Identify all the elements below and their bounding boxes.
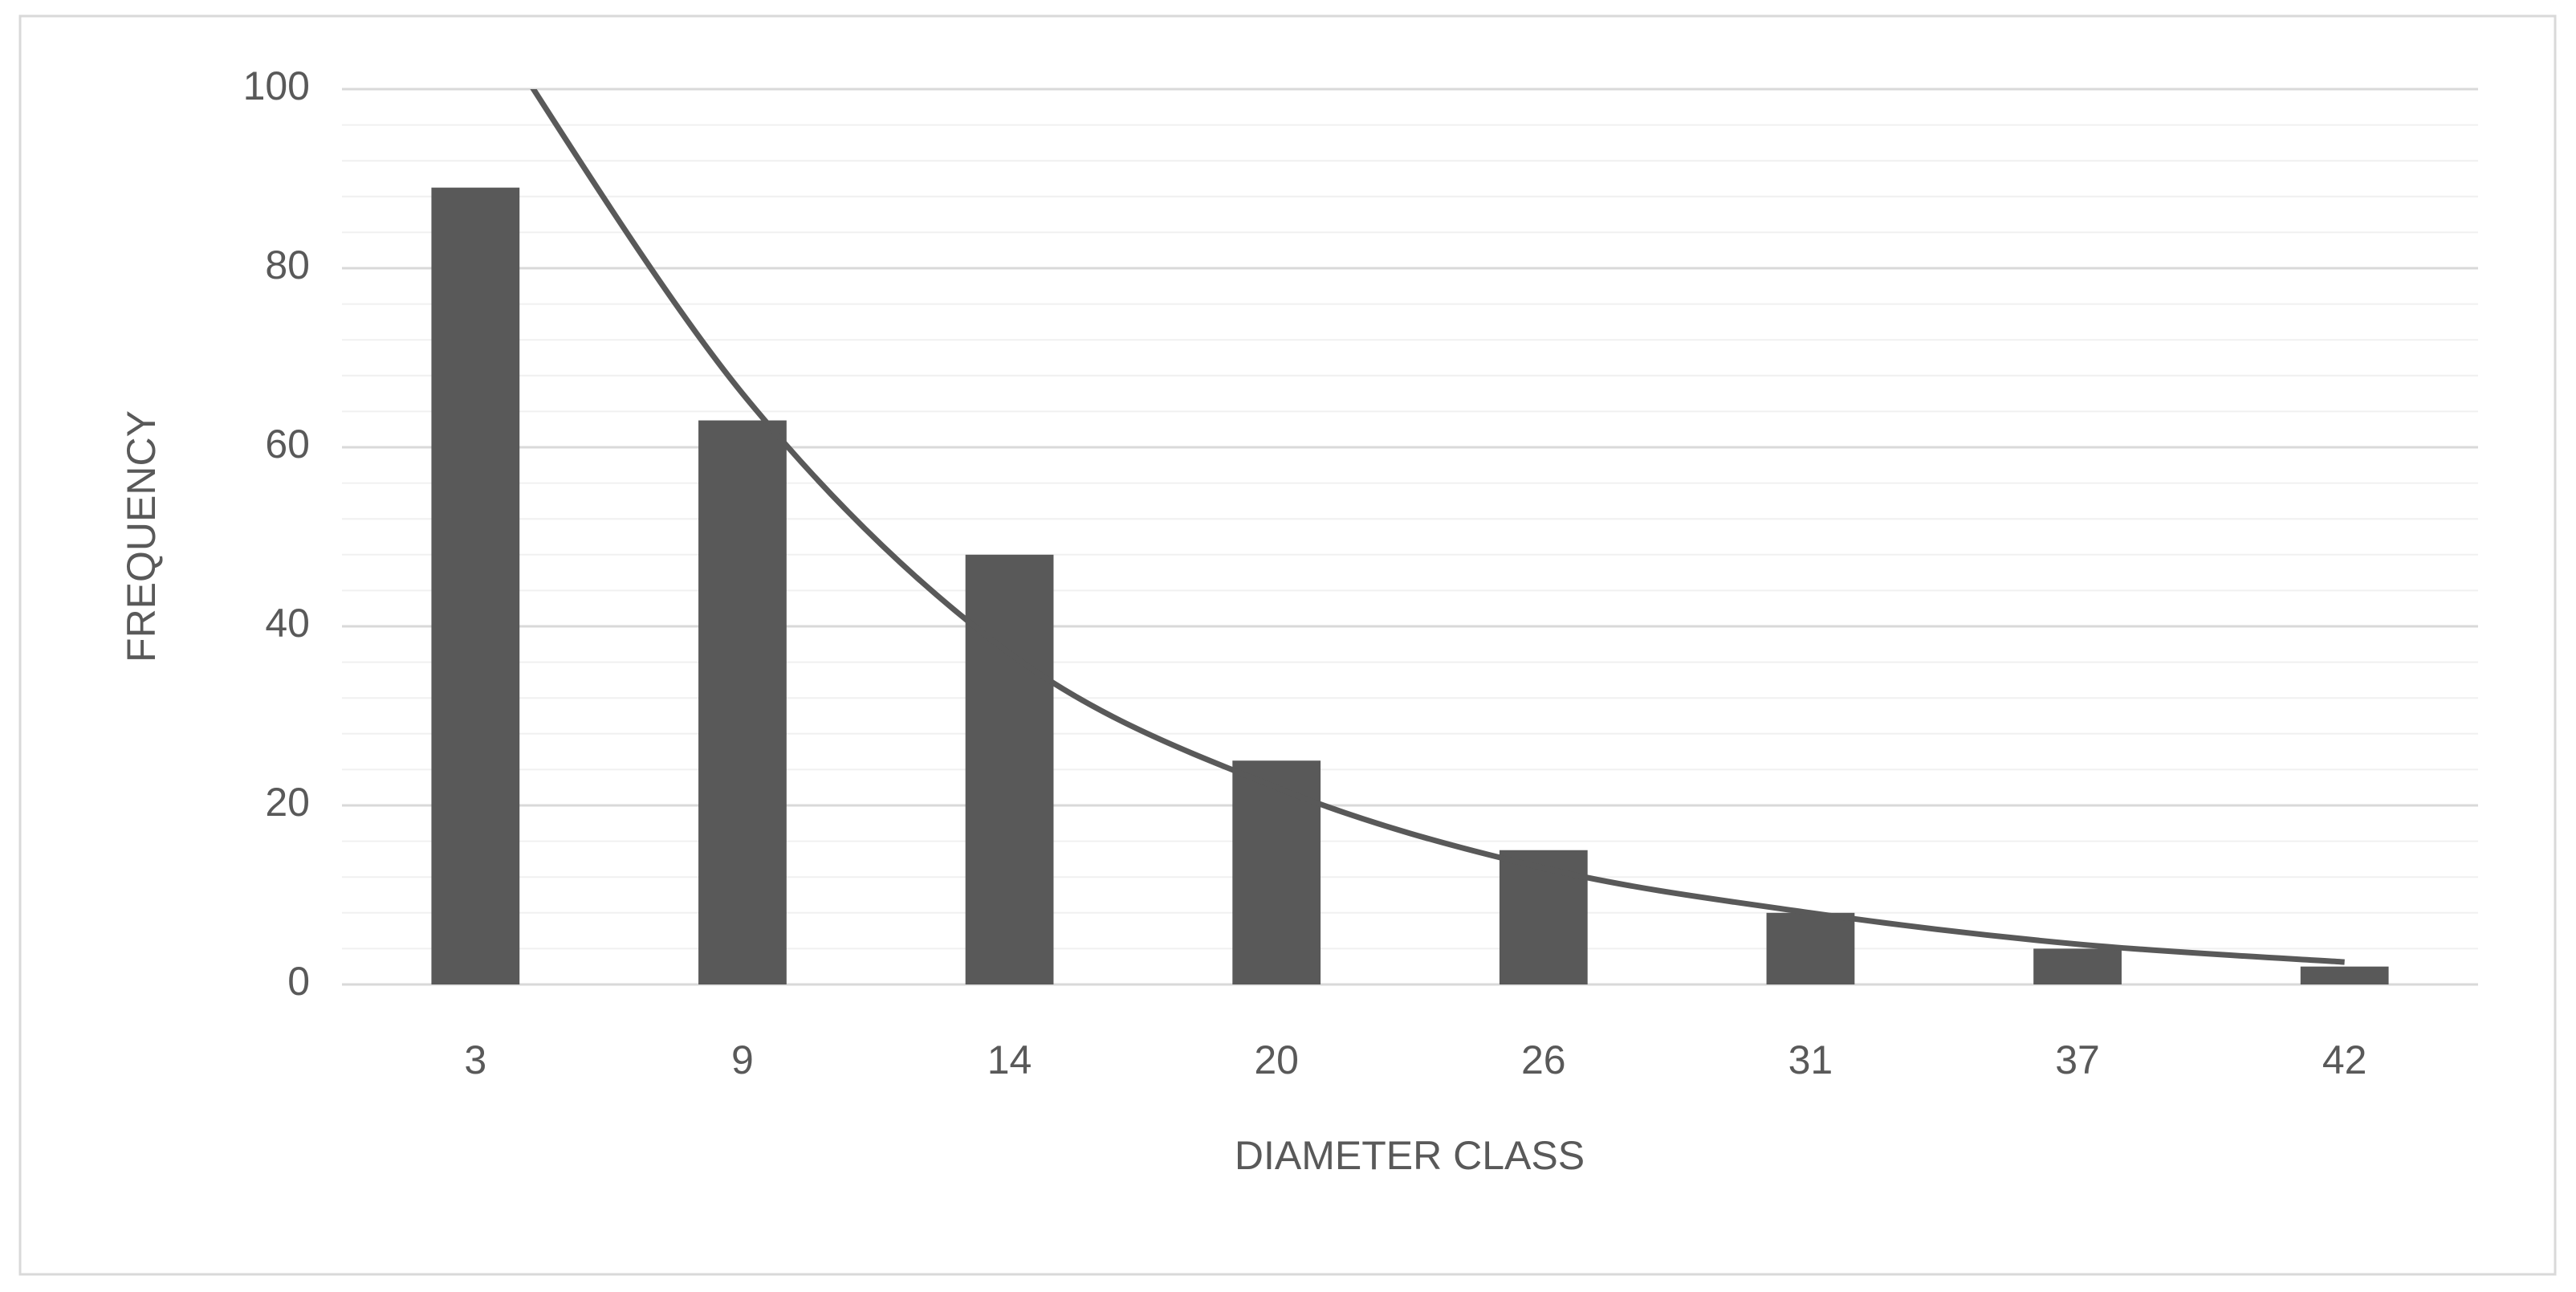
bar: [965, 554, 1054, 984]
x-tick-label: 26: [1521, 1037, 1566, 1082]
bar: [698, 420, 787, 984]
x-tick-label: 14: [987, 1037, 1032, 1082]
y-tick-label: 60: [265, 422, 310, 467]
y-tick-label: 0: [287, 959, 310, 1004]
trend-line: [530, 89, 2345, 965]
x-tick-label: 31: [1789, 1037, 1833, 1082]
x-tick-label: 20: [1254, 1037, 1299, 1082]
x-axis-title: DIAMETER CLASS: [1235, 1133, 1585, 1178]
y-tick-label: 100: [243, 63, 310, 108]
bar: [1232, 760, 1321, 984]
bar: [2300, 966, 2389, 984]
bar: [431, 187, 520, 984]
chart-border: [18, 14, 2557, 1276]
x-tick-label: 37: [2055, 1037, 2100, 1082]
bar: [1766, 912, 1855, 984]
x-tick-label: 9: [731, 1037, 754, 1082]
x-tick-label: 42: [2322, 1037, 2367, 1082]
y-tick-label: 80: [265, 243, 310, 287]
x-tick-label: 3: [464, 1037, 486, 1082]
y-tick-label: 20: [265, 780, 310, 825]
bar: [2033, 948, 2122, 984]
y-tick-label: 40: [265, 601, 310, 646]
y-axis-title: FREQUENCY: [119, 410, 164, 662]
